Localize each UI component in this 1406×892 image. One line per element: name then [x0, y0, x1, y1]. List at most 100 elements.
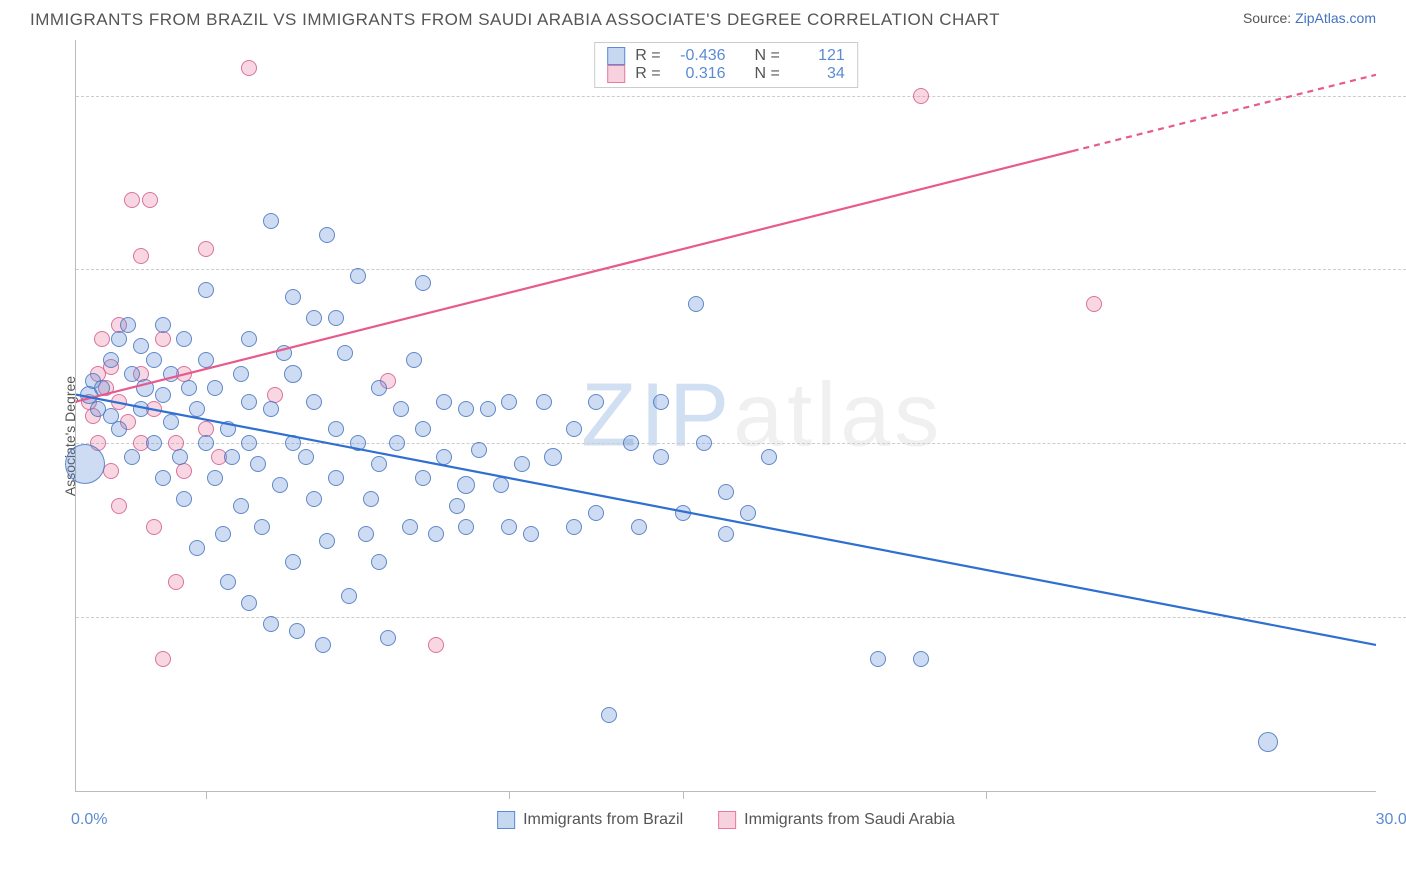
- data-point: [436, 449, 452, 465]
- data-point: [1086, 296, 1102, 312]
- data-point: [146, 352, 162, 368]
- data-point: [350, 435, 366, 451]
- data-point: [653, 449, 669, 465]
- data-point: [146, 435, 162, 451]
- n-label: N =: [754, 47, 779, 65]
- data-point: [207, 470, 223, 486]
- data-point: [155, 470, 171, 486]
- data-point: [189, 401, 205, 417]
- data-point: [358, 526, 374, 542]
- data-point: [501, 394, 517, 410]
- data-point: [155, 651, 171, 667]
- data-point: [146, 519, 162, 535]
- swatch-saudi-icon: [718, 811, 736, 829]
- data-point: [250, 456, 266, 472]
- data-point: [913, 651, 929, 667]
- data-point: [337, 345, 353, 361]
- data-point: [163, 366, 179, 382]
- data-point: [241, 435, 257, 451]
- data-point: [133, 338, 149, 354]
- x-tick: [683, 791, 684, 799]
- data-point: [371, 380, 387, 396]
- source-link[interactable]: ZipAtlas.com: [1295, 10, 1376, 26]
- data-point: [176, 491, 192, 507]
- data-point: [124, 192, 140, 208]
- data-point: [328, 421, 344, 437]
- chart-title: IMMIGRANTS FROM BRAZIL VS IMMIGRANTS FRO…: [30, 10, 1000, 30]
- data-point: [319, 227, 335, 243]
- data-point: [285, 289, 301, 305]
- data-point: [458, 519, 474, 535]
- data-point: [523, 526, 539, 542]
- legend-brazil-label: Immigrants from Brazil: [523, 811, 683, 829]
- legend-item-saudi: Immigrants from Saudi Arabia: [718, 811, 955, 829]
- data-point: [588, 394, 604, 410]
- data-point: [65, 444, 105, 484]
- data-point: [198, 352, 214, 368]
- data-point: [389, 435, 405, 451]
- data-point: [220, 421, 236, 437]
- data-point: [198, 435, 214, 451]
- data-point: [241, 394, 257, 410]
- x-axis-min-label: 0.0%: [71, 811, 107, 829]
- data-point: [457, 476, 475, 494]
- data-point: [480, 401, 496, 417]
- data-point: [155, 317, 171, 333]
- data-point: [241, 60, 257, 76]
- data-point: [263, 213, 279, 229]
- data-point: [120, 317, 136, 333]
- data-point: [471, 442, 487, 458]
- chart-container: Associate's Degree ZIPatlas R = -0.436 N…: [30, 40, 1376, 832]
- data-point: [1258, 732, 1278, 752]
- data-point: [393, 401, 409, 417]
- data-point: [306, 394, 322, 410]
- data-point: [501, 519, 517, 535]
- data-point: [111, 331, 127, 347]
- data-point: [380, 630, 396, 646]
- data-point: [544, 448, 562, 466]
- series-legend: Immigrants from Brazil Immigrants from S…: [497, 811, 955, 829]
- data-point: [536, 394, 552, 410]
- data-point: [449, 498, 465, 514]
- data-point: [696, 435, 712, 451]
- legend-item-brazil: Immigrants from Brazil: [497, 811, 683, 829]
- brazil-r-value: -0.436: [671, 47, 726, 65]
- data-point: [718, 526, 734, 542]
- saudi-r-value: 0.316: [671, 65, 726, 83]
- data-point: [371, 456, 387, 472]
- swatch-brazil-icon: [497, 811, 515, 829]
- data-point: [415, 470, 431, 486]
- data-point: [289, 623, 305, 639]
- legend-saudi-label: Immigrants from Saudi Arabia: [744, 811, 955, 829]
- data-point: [220, 574, 236, 590]
- data-point: [298, 449, 314, 465]
- stats-row-brazil: R = -0.436 N = 121: [607, 47, 845, 65]
- data-point: [870, 651, 886, 667]
- data-point: [224, 449, 240, 465]
- data-point: [402, 519, 418, 535]
- data-point: [285, 554, 301, 570]
- data-point: [263, 401, 279, 417]
- n-label: N =: [754, 65, 779, 83]
- saudi-n-value: 34: [790, 65, 845, 83]
- data-point: [675, 505, 691, 521]
- title-row: IMMIGRANTS FROM BRAZIL VS IMMIGRANTS FRO…: [0, 0, 1406, 30]
- swatch-brazil-icon: [607, 47, 625, 65]
- data-point: [653, 394, 669, 410]
- data-point: [761, 449, 777, 465]
- data-point: [415, 275, 431, 291]
- data-point: [272, 477, 288, 493]
- data-point: [198, 241, 214, 257]
- data-point: [133, 248, 149, 264]
- data-point: [181, 380, 197, 396]
- data-point: [415, 421, 431, 437]
- data-point: [406, 352, 422, 368]
- data-point: [163, 414, 179, 430]
- data-point: [263, 616, 279, 632]
- data-point: [566, 421, 582, 437]
- data-point: [136, 379, 154, 397]
- data-point: [436, 394, 452, 410]
- data-point: [241, 331, 257, 347]
- source-citation: Source: ZipAtlas.com: [1243, 10, 1376, 26]
- r-label: R =: [635, 65, 660, 83]
